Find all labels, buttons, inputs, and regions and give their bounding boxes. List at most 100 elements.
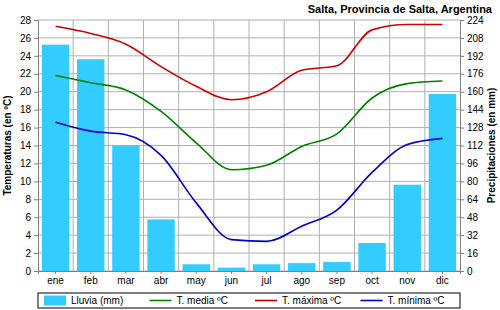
legend-item: Lluvia (mm) xyxy=(44,295,123,306)
bar xyxy=(253,264,280,271)
band-divider xyxy=(73,20,74,271)
tick-label: feb xyxy=(84,275,98,286)
tick: nov xyxy=(399,271,415,286)
tick: dic xyxy=(436,271,449,286)
legend-item: T. máxima ºC xyxy=(255,295,341,306)
tick-label: abr xyxy=(154,275,169,286)
tick: 144 xyxy=(460,104,484,115)
bar xyxy=(112,146,139,272)
band-divider xyxy=(108,20,109,271)
tick-label: 0 xyxy=(25,266,31,277)
legend-box xyxy=(38,293,460,308)
tick: 176 xyxy=(460,68,484,79)
tick: abr xyxy=(154,271,169,286)
tick: 8 xyxy=(25,194,38,205)
tick-label: dic xyxy=(436,275,449,286)
bar xyxy=(288,263,315,271)
tick: sep xyxy=(329,271,346,286)
tick-mark xyxy=(34,235,38,236)
axis-line xyxy=(34,21,39,272)
bar xyxy=(394,185,421,271)
tick-label: mar xyxy=(117,275,135,286)
tick: 16 xyxy=(20,122,38,133)
tick: ago xyxy=(293,271,310,286)
tick: 0 xyxy=(460,266,473,277)
band-divider xyxy=(284,20,285,271)
band-divider xyxy=(249,20,250,271)
tick-label: 192 xyxy=(467,51,484,62)
tick: 112 xyxy=(460,140,483,151)
axis-line xyxy=(39,272,461,275)
tick-mark xyxy=(407,271,408,274)
band-divider xyxy=(178,20,179,271)
tick-label: 16 xyxy=(467,248,479,259)
tick-mark xyxy=(460,146,464,147)
legend-swatch xyxy=(44,296,66,306)
tick-label: may xyxy=(187,275,206,286)
grid xyxy=(38,20,460,271)
tick: 192 xyxy=(460,51,484,62)
tick-mark xyxy=(442,271,443,274)
tick-mark xyxy=(460,163,464,164)
tick-label: 64 xyxy=(467,194,479,205)
tick-mark xyxy=(372,271,373,274)
tick-mark xyxy=(460,128,464,129)
tick: 24 xyxy=(20,51,38,62)
tick-mark xyxy=(34,181,38,182)
tick: mar xyxy=(117,271,135,286)
line xyxy=(56,76,443,170)
legend-swatch xyxy=(150,300,172,302)
tick-mark xyxy=(460,20,464,21)
tick-mark xyxy=(460,74,464,75)
tick-label: ago xyxy=(293,275,310,286)
tick: 22 xyxy=(20,68,38,79)
tick-mark xyxy=(460,199,464,200)
tick-mark xyxy=(55,271,56,274)
band-divider xyxy=(213,20,214,271)
chart: 0246810121416182022242628016324864809611… xyxy=(0,0,500,310)
tick: 208 xyxy=(460,33,484,44)
legend-label: T. máxima ºC xyxy=(282,295,341,306)
tick-label: ene xyxy=(47,275,64,286)
y-axis-title: Temperaturas (en ºC) xyxy=(2,95,13,195)
tick-mark xyxy=(34,253,38,254)
tick: 4 xyxy=(25,230,38,241)
tick-mark xyxy=(161,271,162,274)
tick-label: 2 xyxy=(25,248,31,259)
bar xyxy=(358,243,385,271)
tick-label: oct xyxy=(365,275,379,286)
tick: 12 xyxy=(20,158,38,169)
band-divider xyxy=(389,20,390,271)
tick: 28 xyxy=(20,15,38,26)
tick-mark xyxy=(34,74,38,75)
y2-axis: 0163248648096112128144160176192208224 xyxy=(460,15,484,277)
tick-mark xyxy=(460,56,464,57)
tick-mark xyxy=(34,20,38,21)
legend-item: T. mínima ºC xyxy=(361,295,445,306)
tick-mark xyxy=(34,56,38,57)
legend-item: T. media ºC xyxy=(150,295,228,306)
tick-mark xyxy=(34,38,38,39)
tick-label: 20 xyxy=(20,86,32,97)
tick-mark xyxy=(460,235,464,236)
tick-mark xyxy=(34,163,38,164)
bar xyxy=(147,219,174,271)
tick-mark xyxy=(34,199,38,200)
tick-label: 8 xyxy=(25,194,31,205)
tick-label: 6 xyxy=(25,212,31,223)
tick-label: 128 xyxy=(467,122,484,133)
tick-mark xyxy=(34,128,38,129)
tick: 160 xyxy=(460,86,484,97)
tick-label: 208 xyxy=(467,33,484,44)
title: Salta, Provincia de Salta, Argentina xyxy=(308,3,493,15)
tick-mark xyxy=(34,110,38,111)
tick-label: 80 xyxy=(467,176,479,187)
legend: Lluvia (mm) T. media ºC T. máxima ºC T. mín… xyxy=(38,293,460,308)
tick: 96 xyxy=(460,158,479,169)
tick: ene xyxy=(47,271,64,286)
tick: 10 xyxy=(20,176,38,187)
tick: jul xyxy=(261,271,272,286)
tick-label: 28 xyxy=(20,15,32,26)
tick-mark xyxy=(460,110,464,111)
tick-mark xyxy=(34,271,38,272)
